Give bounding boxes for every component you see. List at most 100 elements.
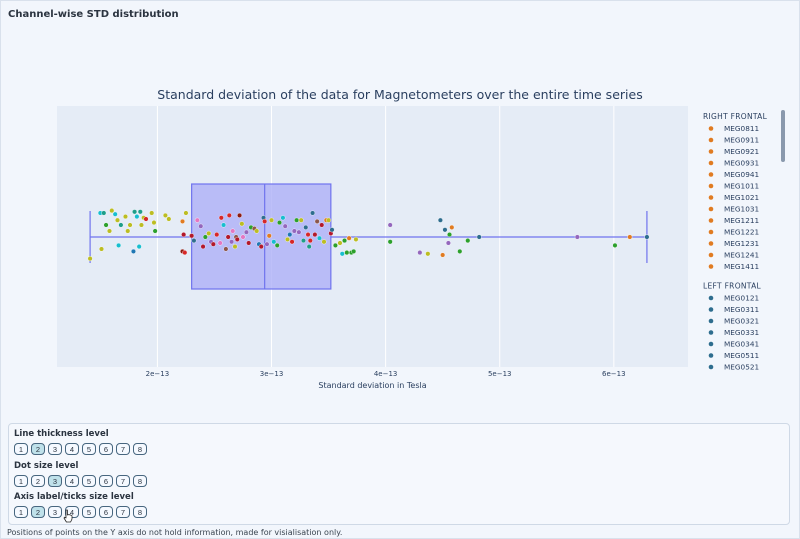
level-button-1[interactable]: 1: [14, 443, 28, 455]
channel-point: [202, 234, 208, 240]
level-button-5[interactable]: 5: [82, 506, 96, 518]
channel-point: [136, 244, 142, 250]
level-button-3[interactable]: 3: [48, 443, 62, 455]
level-button-2[interactable]: 2: [31, 475, 45, 487]
legend-item[interactable]: MEG1031: [708, 205, 759, 214]
channel-point: [644, 234, 650, 240]
channel-point: [353, 236, 359, 242]
legend-label: MEG0341: [724, 340, 759, 349]
channel-point: [258, 244, 264, 250]
legend-marker: [708, 195, 714, 200]
chart-title: Standard deviation of the data for Magne…: [157, 87, 643, 102]
legend-item[interactable]: MEG0341: [708, 340, 759, 349]
legend-item[interactable]: MEG0331: [708, 328, 759, 337]
legend-item[interactable]: MEG0811: [708, 124, 759, 133]
channel-point: [314, 218, 320, 224]
legend-marker: [708, 318, 714, 324]
channel-point: [217, 240, 223, 246]
legend-label: MEG1241: [724, 251, 759, 260]
level-button-1[interactable]: 1: [14, 475, 28, 487]
level-button-6[interactable]: 6: [99, 443, 113, 455]
legend-scrollbar[interactable]: [781, 110, 785, 162]
channel-point: [417, 250, 423, 256]
level-button-5[interactable]: 5: [82, 443, 96, 455]
legend-label: MEG1231: [724, 239, 759, 248]
channel-point: [300, 238, 306, 244]
level-button-7[interactable]: 7: [116, 506, 130, 518]
channel-point: [87, 256, 93, 262]
legend-label: MEG0811: [724, 124, 759, 133]
channel-point: [181, 232, 187, 238]
level-button-5[interactable]: 5: [82, 475, 96, 487]
channel-point: [112, 211, 118, 217]
channel-point: [234, 236, 240, 242]
legend: RIGHT FRONTAL MEG0811 MEG0911 MEG0921 MEG093…: [703, 112, 767, 372]
level-button-6[interactable]: 6: [99, 506, 113, 518]
legend-marker: [708, 229, 714, 235]
level-button-3[interactable]: 3: [48, 475, 62, 487]
channel-point: [134, 214, 140, 220]
legend-item[interactable]: MEG0931: [708, 159, 759, 168]
legend-marker: [708, 183, 714, 189]
legend-item[interactable]: MEG0521: [708, 363, 759, 372]
channel-point: [387, 239, 393, 245]
level-button-4[interactable]: 4: [65, 475, 79, 487]
channel-point: [262, 218, 268, 224]
legend-item[interactable]: MEG1211: [708, 216, 759, 225]
level-button-8[interactable]: 8: [133, 475, 147, 487]
legend-marker: [708, 330, 714, 335]
channel-point: [351, 248, 357, 254]
channel-point: [223, 246, 229, 252]
channel-point: [294, 217, 300, 223]
level-button-8[interactable]: 8: [133, 443, 147, 455]
channel-point: [132, 209, 138, 215]
legend-item[interactable]: MEG1411: [708, 262, 759, 271]
legend-item[interactable]: MEG1241: [708, 251, 759, 260]
legend-item[interactable]: MEG0311: [708, 305, 759, 314]
channel-point: [194, 217, 200, 223]
level-button-7[interactable]: 7: [116, 475, 130, 487]
level-button-6[interactable]: 6: [99, 475, 113, 487]
channel-point: [189, 233, 195, 239]
legend-item[interactable]: MEG0511: [708, 351, 759, 360]
legend-item[interactable]: MEG0921: [708, 147, 759, 156]
channel-point: [116, 242, 122, 248]
legend-label: MEG0321: [724, 317, 759, 326]
channel-point: [149, 210, 155, 216]
legend-item[interactable]: MEG1011: [708, 182, 759, 191]
channel-point: [440, 252, 446, 258]
std-distribution-chart[interactable]: 2e−13 3e−13 4e−13 5e−13 6e−13 Standard deviat…: [0, 0, 800, 420]
channel-point: [316, 235, 322, 241]
legend-label: MEG0331: [724, 328, 759, 337]
legend-item[interactable]: MEG1221: [708, 228, 759, 237]
legend-item[interactable]: MEG1231: [708, 239, 759, 248]
channel-point: [346, 235, 352, 241]
channel-point: [237, 212, 243, 218]
legend-marker: [708, 353, 714, 358]
footnote: Positions of points on the Y axis do not…: [7, 528, 343, 537]
channel-point: [476, 234, 482, 240]
x-tick-label: 4e−13: [374, 370, 398, 378]
level-button-3[interactable]: 3: [48, 506, 62, 518]
legend-item[interactable]: MEG1021: [708, 193, 759, 202]
channel-point: [321, 239, 327, 245]
legend-item[interactable]: MEG0941: [708, 170, 759, 179]
level-button-1[interactable]: 1: [14, 506, 28, 518]
channel-point: [307, 238, 313, 244]
legend-item[interactable]: MEG0321: [708, 317, 759, 326]
legend-group-title: LEFT FRONTAL: [703, 282, 762, 291]
level-button-4[interactable]: 4: [65, 443, 79, 455]
channel-point: [312, 232, 318, 238]
legend-marker: [708, 252, 714, 258]
level-button-2[interactable]: 2: [31, 443, 45, 455]
legend-item[interactable]: MEG0911: [708, 136, 759, 145]
level-button-7[interactable]: 7: [116, 443, 130, 455]
level-button-8[interactable]: 8: [133, 506, 147, 518]
legend-marker: [708, 126, 714, 131]
channel-point: [118, 222, 124, 228]
level-button-2[interactable]: 2: [31, 506, 45, 518]
channel-point: [206, 230, 212, 236]
legend-item[interactable]: MEG0121: [708, 294, 759, 303]
